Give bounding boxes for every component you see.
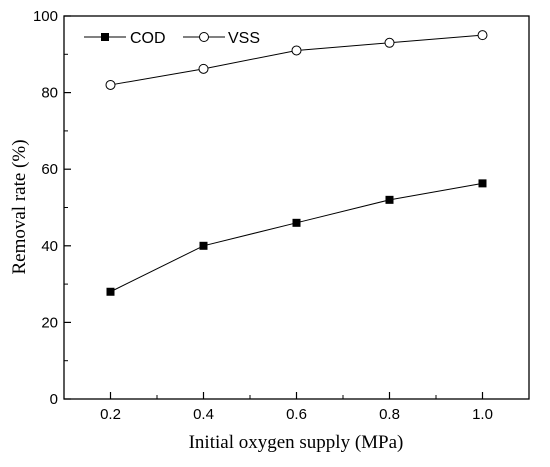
- y-tick-label: 20: [41, 314, 58, 331]
- data-point-vss: [105, 79, 116, 90]
- x-tick-label: 0.2: [100, 406, 121, 423]
- data-point-vss: [477, 30, 488, 41]
- series-line-cod: [110, 182, 483, 293]
- y-axis: 0 20 40 60 80 100: [33, 8, 71, 408]
- series-layer: [105, 30, 488, 296]
- y-tick-label: 40: [41, 238, 58, 255]
- data-point-cod: [292, 218, 301, 227]
- legend-label-vss: VSS: [228, 30, 260, 47]
- y-axis-title: Removal rate (%): [9, 139, 30, 274]
- y-tick-label: 100: [33, 8, 58, 25]
- data-point-vss: [384, 37, 395, 48]
- plot-frame: [63, 15, 530, 400]
- x-tick-label: 0.8: [379, 406, 400, 423]
- legend-marker-cod: [101, 33, 109, 41]
- x-tick-label: 0.4: [193, 406, 214, 423]
- legend-label-cod: COD: [130, 30, 166, 47]
- data-point-cod: [199, 241, 208, 250]
- data-point-vss: [198, 63, 209, 74]
- data-point-cod: [106, 287, 115, 296]
- series-line-vss: [110, 34, 483, 86]
- legend: COD VSS: [84, 30, 260, 47]
- x-axis: 0.2 0.4 0.6 0.8 1.0: [63, 392, 530, 423]
- data-point-cod: [478, 179, 487, 188]
- data-point-vss: [291, 45, 302, 56]
- y-tick-label: 0: [50, 391, 58, 408]
- x-tick-label: 0.6: [286, 406, 307, 423]
- y-tick-label: 60: [41, 161, 58, 178]
- x-tick-label: 1.0: [472, 406, 493, 423]
- x-axis-title: Initial oxygen supply (MPa): [189, 432, 404, 453]
- legend-marker-vss: [199, 32, 209, 42]
- data-point-cod: [385, 195, 394, 204]
- y-tick-label: 80: [41, 85, 58, 102]
